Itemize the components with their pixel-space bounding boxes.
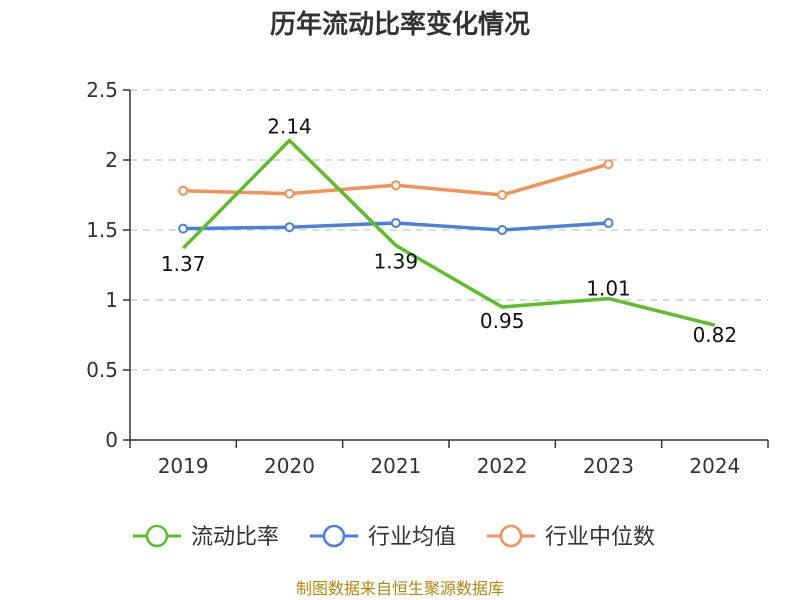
legend-marker [145,524,169,548]
series-point [603,218,614,228]
legend-item-2[interactable]: 行业中位数 [487,524,655,550]
data-label: 0.82 [693,323,738,347]
x-tick-label: 2024 [689,454,740,478]
data-label: 0.95 [480,309,525,333]
series-point [497,190,508,200]
legend-marker [499,524,523,548]
series-point [284,188,295,199]
source-note: 制图数据来自恒生聚源数据库 [296,579,504,598]
y-tick-label: 2 [105,148,118,172]
x-tick-label: 2019 [158,454,209,478]
data-labels: 1.37 2.14 1.39 0.95 1.01 0.82 [161,114,737,347]
grid-lines [130,89,768,371]
legend-label: 流动比率 [191,525,279,550]
data-label: 1.39 [374,249,419,273]
chart-title: 历年流动比率变化情况 [270,9,530,40]
y-tick-label: 0.5 [86,358,118,382]
data-label: 2.14 [267,114,312,138]
x-tick-label: 2022 [477,454,528,478]
y-tick-label: 1 [105,288,118,312]
axes: 0 0.5 1 1.5 2 2.5 2019 2020 2021 2022 2023 2024 [86,78,769,478]
legend-marker [322,524,346,548]
series-group [178,138,716,327]
series-point [390,180,401,191]
series-point [390,218,401,228]
series-point [178,223,189,234]
series-line-0 [181,138,716,327]
y-tick-label: 2.5 [86,78,118,102]
legend-label: 行业均值 [368,525,456,550]
x-tick-label: 2023 [583,454,634,478]
legend-item-0[interactable]: 流动比率 [133,524,279,550]
y-tick-label: 0 [105,428,118,452]
series-point [284,222,295,233]
data-label: 1.37 [161,252,206,276]
series-point [603,159,614,170]
legend: 流动比率 行业均值 行业中位数 [133,524,655,550]
legend-label: 行业中位数 [545,525,655,550]
legend-item-1[interactable]: 行业均值 [310,524,456,550]
y-tick-label: 1.5 [86,218,118,242]
series-point [497,225,508,235]
series-point [178,185,189,196]
series-line-2 [183,162,609,197]
x-tick-label: 2021 [370,454,421,478]
x-tick-label: 2020 [264,454,315,478]
data-label: 1.01 [586,277,631,301]
